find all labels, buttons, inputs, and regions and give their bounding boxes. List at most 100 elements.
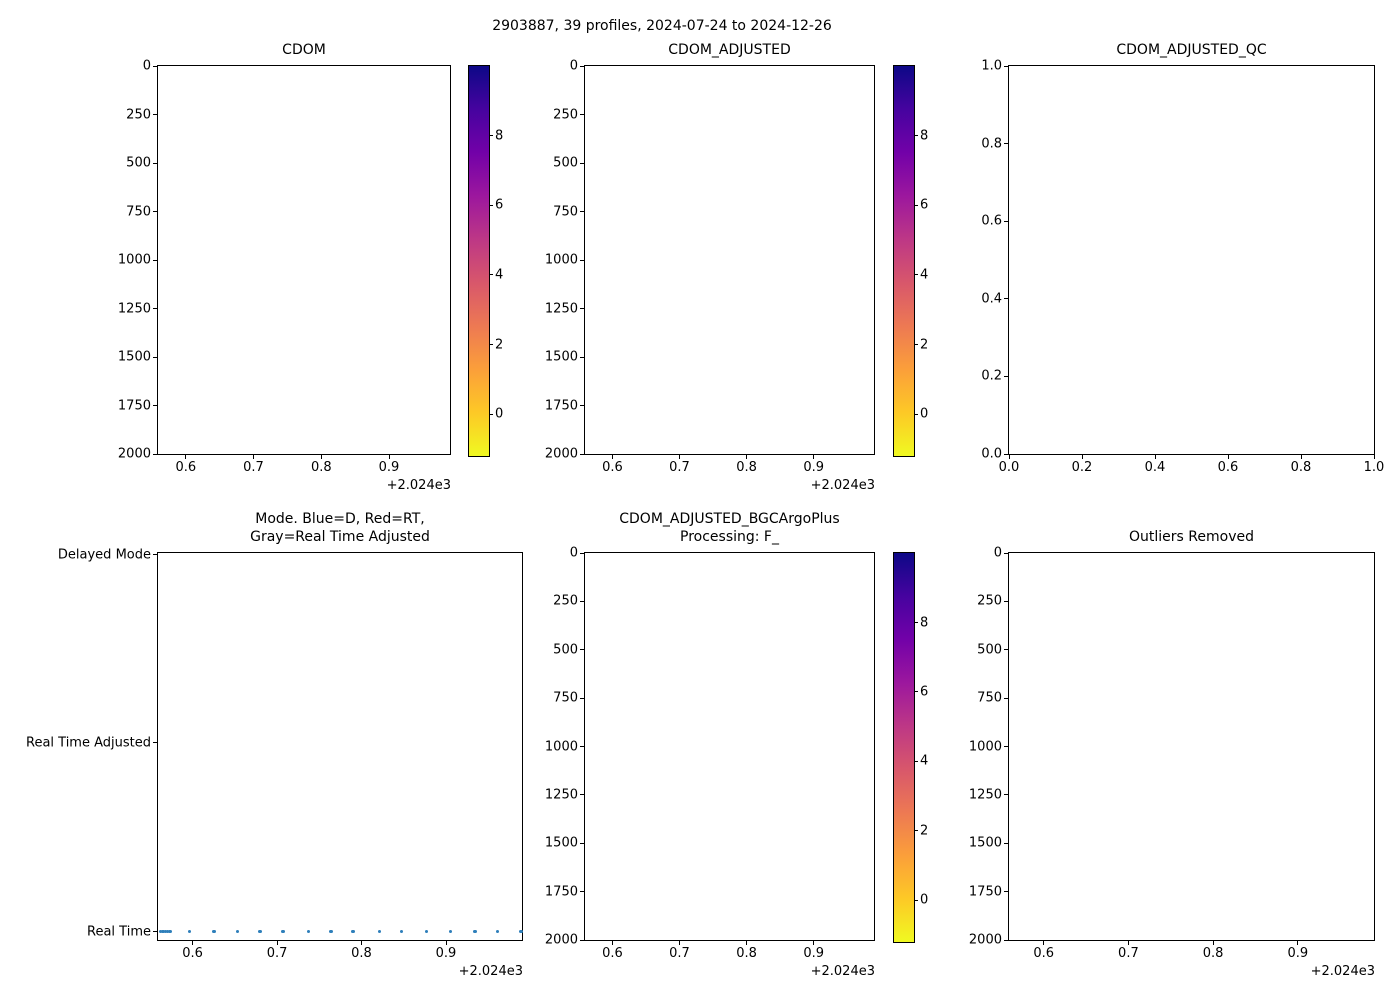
x-tick-mark <box>276 940 278 945</box>
colorbar-cdom: 8 6 4 2 0 <box>468 65 503 457</box>
y-tick-label: 250 <box>553 107 578 122</box>
x-tick-label: 0.2 <box>1071 460 1093 475</box>
scatter-point <box>158 929 163 934</box>
y-tick-mark <box>1004 842 1009 844</box>
y-tick-label: 250 <box>553 593 578 609</box>
y-tick-mark <box>580 842 585 844</box>
scatter-point <box>258 929 262 934</box>
colorbar-tick-mark <box>489 274 493 276</box>
y-tick-mark <box>580 891 585 893</box>
y-tick-label: 1.0 <box>981 58 1002 74</box>
y-tick-label: 750 <box>977 690 1002 706</box>
x-tick-label: 0.6 <box>602 946 623 961</box>
y-tick-mark <box>153 742 158 744</box>
y-tick-mark <box>1004 220 1009 222</box>
y-tick-mark <box>1004 746 1009 747</box>
x-tick-mark <box>1212 940 1214 945</box>
x-tick-label: 0.8 <box>351 946 372 961</box>
subplot-bgc: 0.6 0.7 0.8 0.9 0 250 500 750 1000 1250 1500 1750 20… <box>545 546 875 961</box>
subplot-title-bgc: CDOM_ADJUSTED_BGCArgoPlus Processing: F_ <box>619 511 840 545</box>
y-tick-mark <box>1004 794 1009 796</box>
y-tick-label: 2000 <box>117 446 151 462</box>
x-tick-label: 0.9 <box>378 460 400 475</box>
y-tick-mark <box>580 259 585 261</box>
x-tick-mark <box>361 940 362 945</box>
colorbar-cdom_adjusted: 8 6 4 2 0 <box>893 65 928 457</box>
x-tick-label: 0.7 <box>669 460 690 475</box>
y-tick-mark <box>1004 939 1009 941</box>
x-axis-offset-text: +2.024e3 <box>386 478 451 493</box>
x-tick-mark <box>679 454 680 459</box>
x-tick-label: 0.6 <box>1217 460 1239 475</box>
y-tick-label: 1250 <box>544 787 578 803</box>
x-tick-label: 0.6 <box>1033 946 1055 961</box>
x-tick-mark <box>1008 454 1010 459</box>
y-tick-label: 2000 <box>544 446 578 462</box>
colorbar-tick-label: 6 <box>495 197 504 213</box>
scatter-point <box>161 929 165 934</box>
y-tick-mark <box>580 356 585 358</box>
x-tick-mark <box>679 940 680 945</box>
x-axis-offset-text: +2.024e3 <box>810 964 875 979</box>
y-tick-label: 0.4 <box>981 291 1002 307</box>
y-tick-label: 0 <box>993 545 1002 561</box>
y-tick-mark <box>580 114 585 115</box>
y-tick-mark <box>580 308 585 309</box>
y-tick-label: 750 <box>126 204 151 219</box>
y-tick-mark <box>580 453 585 455</box>
y-tick-label: 250 <box>977 593 1002 609</box>
x-axis-offset-text: +2.024e3 <box>458 964 523 979</box>
subplot-cdom_adjusted_qc: 0.0 0.2 0.4 0.6 0.8 1.0 1.0 0.8 0.6 0.4 0.2 0.0 <box>981 59 1384 476</box>
y-tick-mark <box>1004 65 1009 67</box>
colorbar-tick-mark <box>914 274 918 276</box>
subplot-title-cdom_adjusted: CDOM_ADJUSTED <box>668 42 791 58</box>
y-tick-label: 0.8 <box>981 136 1002 152</box>
y-tick-label: 1000 <box>544 739 578 754</box>
y-tick-mark <box>580 649 585 651</box>
colorbar-tick-mark <box>914 413 918 415</box>
colorbar-tick-mark <box>489 204 493 206</box>
x-tick-mark <box>1297 940 1299 945</box>
y-tick-mark <box>580 600 585 602</box>
y-tick-mark <box>153 356 158 358</box>
colorbar-tick-mark <box>914 204 918 206</box>
x-tick-label: 0.7 <box>669 946 690 961</box>
y-tick-label: 750 <box>553 690 578 706</box>
y-tick-mark <box>153 931 158 932</box>
scatter-point <box>306 929 311 934</box>
colorbar-tick-label: 0 <box>495 406 504 422</box>
scatter-point <box>424 929 429 934</box>
x-tick-mark <box>1081 454 1083 459</box>
colorbar-tick-label: 0 <box>920 406 929 422</box>
x-tick-mark <box>813 940 815 945</box>
x-tick-label: 0.8 <box>736 460 757 475</box>
colorbar-tick-label: 8 <box>495 128 504 144</box>
y-tick-label: 1250 <box>968 787 1002 803</box>
x-tick-label: 0.8 <box>1290 460 1312 475</box>
x-tick-mark <box>1373 454 1375 459</box>
x-tick-label: 0.6 <box>602 460 623 475</box>
colorbar-tick-mark <box>914 135 918 137</box>
x-tick-mark <box>1300 454 1302 459</box>
y-tick-label: 500 <box>553 642 578 658</box>
y-tick-label: 2000 <box>968 932 1002 948</box>
colorbar-tick-label: 2 <box>495 337 504 353</box>
y-tick-mark <box>580 162 585 164</box>
y-tick-label: 1000 <box>117 252 151 268</box>
subplot-title-mode: Mode. Blue=D, Red=RT, Gray=Real Time Adj… <box>250 511 430 545</box>
colorbar-tick-label: 4 <box>495 267 504 283</box>
y-tick-mark <box>580 211 585 212</box>
y-tick-label: 1750 <box>544 884 578 900</box>
x-tick-label: 0.7 <box>243 460 264 475</box>
y-tick-label: 0.6 <box>981 213 1002 229</box>
y-tick-label: 0.2 <box>981 368 1002 384</box>
y-tick-label: 1250 <box>544 301 578 316</box>
colorbar-tick-mark <box>914 691 918 693</box>
scatter-point <box>165 929 169 934</box>
y-tick-label: 0 <box>142 58 151 74</box>
x-tick-mark <box>253 454 254 459</box>
y-tick-label: 1500 <box>117 349 151 365</box>
y-tick-label: 1500 <box>968 835 1002 851</box>
x-tick-mark <box>185 454 187 459</box>
x-tick-mark <box>746 454 748 459</box>
